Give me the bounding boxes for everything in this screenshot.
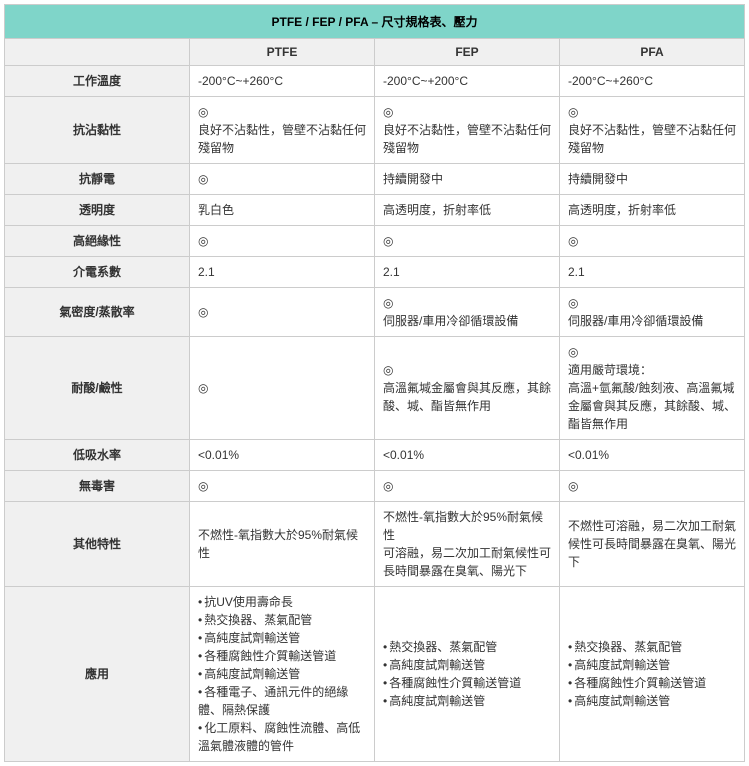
row-label: 低吸水率 [5, 440, 190, 471]
col-blank [5, 39, 190, 66]
table-row: 介電系數2.12.12.1 [5, 257, 745, 288]
row-label: 耐酸/鹼性 [5, 337, 190, 440]
spec-table: PTFE / FEP / PFA – 尺寸規格表、壓力 PTFE FEP PFA… [4, 4, 745, 762]
table-row: 低吸水率<0.01%<0.01%<0.01% [5, 440, 745, 471]
row-label: 氣密度/蒸散率 [5, 288, 190, 337]
cell: ◎ 伺服器/車用冷卻循環設備 [375, 288, 560, 337]
table-row: 高絕緣性◎◎◎ [5, 226, 745, 257]
cell: 高透明度，折射率低 [375, 195, 560, 226]
cell: 2.1 [190, 257, 375, 288]
row-label: 無毒害 [5, 471, 190, 502]
cell: -200°C~+260°C [190, 66, 375, 97]
row-label: 抗沾黏性 [5, 97, 190, 164]
row-label: 其他特性 [5, 502, 190, 587]
list-item: 各種腐蝕性介質輸送管道 [383, 674, 551, 692]
table-row: 透明度乳白色高透明度，折射率低高透明度，折射率低 [5, 195, 745, 226]
table-row: 耐酸/鹼性◎◎ 高溫氟堿金屬會與其反應，其餘酸、堿、酯皆無作用◎ 適用嚴苛環境：… [5, 337, 745, 440]
list-item: 熱交換器、蒸氣配管 [198, 611, 366, 629]
cell: ◎ [190, 164, 375, 195]
cell: ◎ 良好不沾黏性，管壁不沾黏任何殘留物 [190, 97, 375, 164]
list-item: 各種電子、通訊元件的絕緣體、隔熱保護 [198, 683, 366, 719]
row-label: 透明度 [5, 195, 190, 226]
cell: <0.01% [190, 440, 375, 471]
cell: 乳白色 [190, 195, 375, 226]
col-fep: FEP [375, 39, 560, 66]
cell: -200°C~+200°C [375, 66, 560, 97]
list-item: 熱交換器、蒸氣配管 [383, 638, 551, 656]
cell: ◎ [375, 226, 560, 257]
cell: 熱交換器、蒸氣配管高純度試劑輸送管各種腐蝕性介質輸送管道高純度試劑輸送管 [375, 587, 560, 762]
table-row: 其他特性不燃性-氧指數大於95%耐氣候性不燃性-氧指數大於95%耐氣候性 可溶融… [5, 502, 745, 587]
cell: 2.1 [375, 257, 560, 288]
cell: ◎ [190, 471, 375, 502]
list-item: 抗UV使用壽命長 [198, 593, 366, 611]
table-row: 無毒害◎◎◎ [5, 471, 745, 502]
list-item: 高純度試劑輸送管 [568, 692, 736, 710]
bullet-list: 抗UV使用壽命長熱交換器、蒸氣配管高純度試劑輸送管各種腐蝕性介質輸送管道高純度試… [198, 593, 366, 755]
column-header-row: PTFE FEP PFA [5, 39, 745, 66]
col-ptfe: PTFE [190, 39, 375, 66]
cell: -200°C~+260°C [560, 66, 745, 97]
cell: 抗UV使用壽命長熱交換器、蒸氣配管高純度試劑輸送管各種腐蝕性介質輸送管道高純度試… [190, 587, 375, 762]
cell: ◎ [190, 288, 375, 337]
row-label: 工作溫度 [5, 66, 190, 97]
cell: ◎ [560, 471, 745, 502]
row-label: 介電系數 [5, 257, 190, 288]
list-item: 高純度試劑輸送管 [198, 665, 366, 683]
cell: ◎ 高溫氟堿金屬會與其反應，其餘酸、堿、酯皆無作用 [375, 337, 560, 440]
bullet-list: 熱交換器、蒸氣配管高純度試劑輸送管各種腐蝕性介質輸送管道高純度試劑輸送管 [568, 638, 736, 710]
list-item: 熱交換器、蒸氣配管 [568, 638, 736, 656]
cell: ◎ 伺服器/車用冷卻循環設備 [560, 288, 745, 337]
cell: <0.01% [375, 440, 560, 471]
list-item: 高純度試劑輸送管 [383, 692, 551, 710]
row-label: 抗靜電 [5, 164, 190, 195]
cell: 持續開發中 [375, 164, 560, 195]
cell: ◎ [190, 226, 375, 257]
cell: ◎ [375, 471, 560, 502]
list-item: 各種腐蝕性介質輸送管道 [568, 674, 736, 692]
cell: ◎ [190, 337, 375, 440]
list-item: 高純度試劑輸送管 [383, 656, 551, 674]
cell: ◎ 良好不沾黏性，管壁不沾黏任何殘留物 [560, 97, 745, 164]
cell: 持續開發中 [560, 164, 745, 195]
cell: 不燃性可溶融，易二次加工耐氣候性可長時間暴露在臭氧、陽光下 [560, 502, 745, 587]
cell: 熱交換器、蒸氣配管高純度試劑輸送管各種腐蝕性介質輸送管道高純度試劑輸送管 [560, 587, 745, 762]
list-item: 各種腐蝕性介質輸送管道 [198, 647, 366, 665]
bullet-list: 熱交換器、蒸氣配管高純度試劑輸送管各種腐蝕性介質輸送管道高純度試劑輸送管 [383, 638, 551, 710]
cell: ◎ 適用嚴苛環境： 高溫+氫氟酸/蝕刻液、高溫氟堿金屬會與其反應，其餘酸、堿、酯… [560, 337, 745, 440]
cell: <0.01% [560, 440, 745, 471]
cell: 2.1 [560, 257, 745, 288]
cell: 不燃性-氧指數大於95%耐氣候性 [190, 502, 375, 587]
cell: 高透明度，折射率低 [560, 195, 745, 226]
table-row: 氣密度/蒸散率◎◎ 伺服器/車用冷卻循環設備◎ 伺服器/車用冷卻循環設備 [5, 288, 745, 337]
list-item: 化工原料、腐蝕性流體、高低溫氣體液體的管件 [198, 719, 366, 755]
list-item: 高純度試劑輸送管 [198, 629, 366, 647]
list-item: 高純度試劑輸送管 [568, 656, 736, 674]
row-label: 高絕緣性 [5, 226, 190, 257]
table-title: PTFE / FEP / PFA – 尺寸規格表、壓力 [5, 5, 745, 39]
table-row: 工作溫度-200°C~+260°C-200°C~+200°C-200°C~+26… [5, 66, 745, 97]
row-label: 應用 [5, 587, 190, 762]
table-row: 抗沾黏性◎ 良好不沾黏性，管壁不沾黏任何殘留物◎ 良好不沾黏性，管壁不沾黏任何殘… [5, 97, 745, 164]
table-row: 應用抗UV使用壽命長熱交換器、蒸氣配管高純度試劑輸送管各種腐蝕性介質輸送管道高純… [5, 587, 745, 762]
cell: ◎ [560, 226, 745, 257]
col-pfa: PFA [560, 39, 745, 66]
table-row: 抗靜電◎持續開發中持續開發中 [5, 164, 745, 195]
cell: ◎ 良好不沾黏性，管壁不沾黏任何殘留物 [375, 97, 560, 164]
cell: 不燃性-氧指數大於95%耐氣候性 可溶融，易二次加工耐氣候性可長時間暴露在臭氧、… [375, 502, 560, 587]
